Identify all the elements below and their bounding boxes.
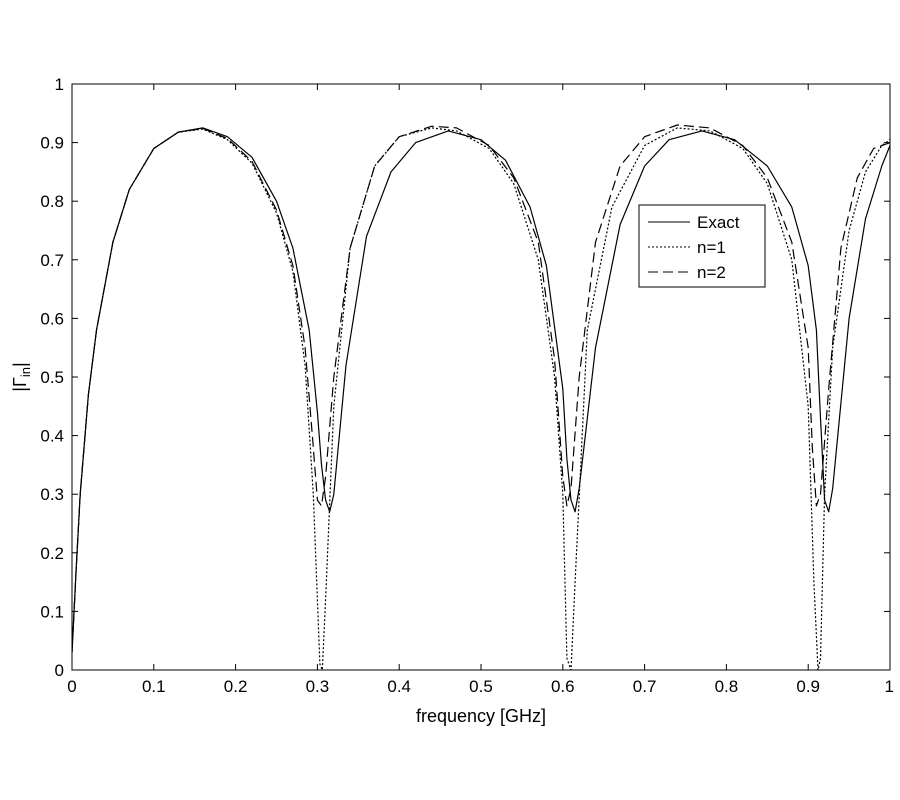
x-tick-label: 0.2 bbox=[224, 677, 248, 696]
y-tick-label: 0.1 bbox=[40, 602, 64, 621]
x-tick-label: 0.9 bbox=[796, 677, 820, 696]
x-axis-label: frequency [GHz] bbox=[416, 706, 546, 726]
legend-label-n2: n=2 bbox=[697, 263, 726, 282]
y-tick-label: 0.3 bbox=[40, 485, 64, 504]
y-axis-label-main: |Γ bbox=[10, 377, 30, 392]
plot-area bbox=[71, 83, 891, 671]
series-line-n-2 bbox=[72, 124, 890, 653]
x-tick-label: 0.6 bbox=[551, 677, 575, 696]
y-tick-label: 0.7 bbox=[40, 251, 64, 270]
x-tick-label: 0.8 bbox=[715, 677, 739, 696]
y-axis-label-sub: in bbox=[18, 367, 33, 377]
y-tick-label: 0.5 bbox=[40, 368, 64, 387]
y-axis-label: |Γin| bbox=[10, 362, 33, 391]
y-tick-label: 0.4 bbox=[40, 427, 64, 446]
legend-label-exact: Exact bbox=[697, 213, 740, 232]
x-tick-label: 0 bbox=[67, 677, 76, 696]
y-tick-label: 0.6 bbox=[40, 309, 64, 328]
x-tick-label: 1 bbox=[885, 677, 894, 696]
y-ticks: 0 0.1 0.2 0.3 0.4 0.5 0.6 0.7 0.8 0.9 1 bbox=[40, 75, 890, 680]
y-axis-label-close: | bbox=[10, 362, 30, 367]
legend-box bbox=[638, 204, 766, 288]
y-tick-label: 1 bbox=[55, 75, 64, 94]
x-tick-label: 0.1 bbox=[142, 677, 166, 696]
y-tick-label: 0.2 bbox=[40, 544, 64, 563]
y-tick-label: 0.9 bbox=[40, 134, 64, 153]
x-tick-label: 0.3 bbox=[306, 677, 330, 696]
y-tick-label: 0.8 bbox=[40, 192, 64, 211]
series-layer bbox=[72, 124, 890, 670]
legend: Exact n=1 n=2 bbox=[638, 204, 766, 288]
svg-text:|Γin|: |Γin| bbox=[10, 362, 33, 391]
x-tick-label: 0.7 bbox=[633, 677, 657, 696]
x-tick-label: 0.4 bbox=[387, 677, 411, 696]
axes-frame bbox=[71, 83, 891, 671]
x-tick-label: 0.5 bbox=[469, 677, 493, 696]
x-ticks: 0 0.1 0.2 0.3 0.4 0.5 0.6 0.7 0.8 0.9 1 bbox=[67, 84, 894, 696]
y-tick-label: 0 bbox=[55, 661, 64, 680]
legend-label-n1: n=1 bbox=[697, 238, 726, 257]
